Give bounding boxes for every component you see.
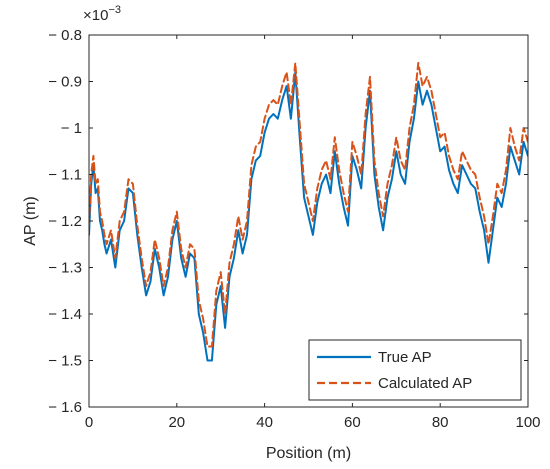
x-tick-label: 20 [168, 414, 185, 431]
series-line-true-ap [89, 71, 528, 362]
legend-box [308, 339, 522, 401]
y-tick-label: − 1.4 [48, 306, 82, 323]
y-axis: − 0.8 − 0.9 − 1 − 1.1 − 1.2 − 1.3 − 1.4 − 1.5 − … [48, 27, 528, 416]
y-tick-label: − 1 [61, 120, 82, 137]
y-axis-label: AP (m) [22, 196, 39, 245]
y-axis-exponent: ×10−3 [83, 4, 121, 24]
x-tick-label: 0 [85, 414, 93, 431]
y-tick-label: − 1.6 [48, 399, 82, 416]
series-layer [89, 61, 528, 362]
legend-label-calculated-ap: Calculated AP [378, 375, 472, 392]
y-tick-label: − 1.5 [48, 353, 82, 370]
y-tick-label: − 0.9 [48, 74, 82, 91]
x-tick-label: 100 [515, 414, 540, 431]
legend-label-true-ap: True AP [378, 349, 432, 366]
x-axis-label: Position (m) [266, 445, 351, 462]
y-tick-label: − 0.8 [48, 27, 82, 44]
y-tick-label: − 1.2 [48, 213, 82, 230]
x-tick-label: 60 [344, 414, 361, 431]
y-tick-label: − 1.3 [48, 260, 82, 277]
y-tick-label: − 1.1 [48, 167, 82, 184]
x-tick-label: 40 [256, 414, 273, 431]
legend: True AP Calculated AP [308, 339, 522, 401]
series-line-calculated-ap [89, 61, 528, 348]
x-tick-label: 80 [432, 414, 449, 431]
x-axis: 0 20 40 60 80 100 [85, 35, 541, 431]
